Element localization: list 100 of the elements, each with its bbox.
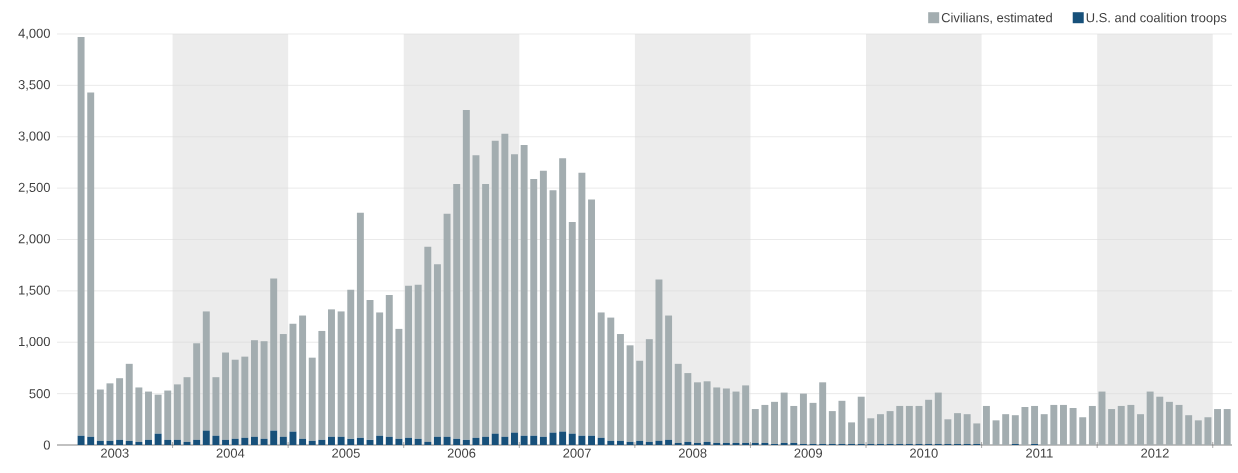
bar (260, 438, 268, 445)
bar (896, 405, 904, 444)
bar (607, 317, 615, 441)
bar (703, 441, 711, 445)
bar (96, 389, 104, 441)
bar (77, 435, 85, 445)
bar (799, 393, 807, 444)
bar (1002, 414, 1010, 445)
bar (790, 442, 798, 445)
bar (231, 359, 239, 439)
bar (453, 438, 461, 445)
bar (684, 441, 692, 445)
x-tick-label: 2005 (332, 448, 360, 458)
x-tick-label: 2012 (1141, 448, 1169, 458)
bar (674, 442, 682, 445)
bar (395, 438, 403, 445)
y-tick-label: 3,000 (18, 131, 50, 143)
bar (511, 432, 518, 445)
bar (462, 439, 470, 445)
bar (241, 356, 249, 438)
x-tick-label: 2006 (447, 448, 476, 458)
bar (578, 172, 586, 436)
bar (761, 404, 769, 443)
bar (318, 439, 326, 445)
bar (742, 442, 750, 445)
bar (559, 158, 567, 432)
bar (173, 439, 181, 445)
bar (751, 409, 759, 443)
bar (588, 199, 595, 436)
bar (819, 382, 827, 444)
bar (222, 352, 230, 440)
bar (116, 378, 124, 440)
bar (1031, 405, 1039, 444)
bar (299, 315, 307, 439)
bar (1137, 414, 1144, 445)
bar (433, 264, 441, 437)
bar (337, 311, 345, 437)
x-tick-label: 2007 (563, 448, 591, 458)
bar (636, 440, 644, 445)
bar (376, 435, 384, 445)
bar (212, 435, 220, 445)
y-tick-label: 500 (29, 389, 50, 399)
bar (414, 284, 422, 439)
bar (626, 441, 634, 445)
x-tick-label: 2011 (1026, 448, 1053, 458)
bar (616, 440, 624, 445)
bar (356, 212, 364, 438)
bar (1021, 406, 1029, 445)
bar (520, 435, 528, 445)
bar (289, 323, 297, 432)
bar (1175, 404, 1183, 445)
bar (164, 439, 172, 445)
bar (501, 436, 509, 445)
bar (299, 438, 307, 445)
bar (674, 363, 682, 443)
bar (116, 439, 124, 445)
bar (905, 405, 913, 444)
bar (665, 439, 673, 445)
bar (886, 411, 894, 444)
bar (250, 436, 258, 445)
bar (1223, 409, 1231, 445)
bar (694, 382, 701, 443)
bar (973, 423, 981, 444)
bar (491, 433, 499, 445)
bar (414, 438, 422, 445)
bar (963, 414, 971, 444)
bar (482, 436, 490, 445)
bar (1185, 415, 1193, 445)
bar (501, 133, 509, 437)
bar (684, 373, 692, 442)
bar (761, 442, 769, 445)
bar (385, 436, 393, 445)
bar (588, 435, 595, 445)
bar (780, 392, 788, 443)
bar (982, 405, 990, 445)
bar (1060, 404, 1067, 445)
bar (992, 420, 1000, 445)
bar (212, 377, 220, 436)
bar (780, 442, 788, 445)
bar (433, 436, 441, 445)
y-tick-label: 3,500 (18, 80, 50, 91)
bar (539, 436, 547, 445)
bar (722, 388, 730, 443)
bar (1165, 401, 1173, 445)
bar (270, 278, 278, 431)
bar (1011, 415, 1019, 444)
bar (722, 442, 730, 445)
bar (443, 436, 451, 445)
bar (424, 246, 432, 442)
bar (202, 311, 210, 431)
bar (443, 213, 451, 437)
bar (453, 184, 461, 439)
bar (568, 222, 576, 434)
bar (472, 437, 480, 445)
bar (405, 437, 413, 445)
bar (1050, 404, 1058, 445)
x-tick-label: 2004 (216, 448, 245, 458)
x-tick-label: 2010 (910, 448, 938, 458)
y-tick-label: 2,500 (18, 182, 50, 194)
bar (934, 392, 942, 444)
